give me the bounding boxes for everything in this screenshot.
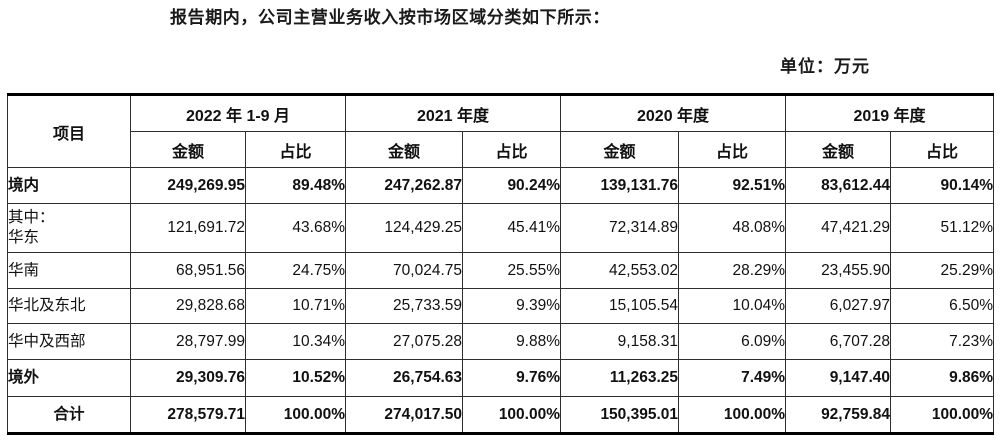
row-label: 华北及东北 [7,288,131,324]
data-cell: 28.29% [678,252,787,289]
col-header-ratio-2022: 占比 [245,131,346,168]
data-cell: 10.71% [245,288,346,324]
data-cell: 28,797.99 [130,323,246,360]
data-cell: 9.76% [461,359,562,397]
data-cell: 121,691.72 [130,203,246,253]
col-header-period-2022: 2022 年 1-9 月 [130,94,346,132]
data-cell: 247,262.87 [345,167,463,204]
data-cell: 51.12% [890,203,995,253]
data-cell: 7.49% [678,359,787,397]
row-label: 境内 [7,167,131,204]
data-cell: 100.00% [461,396,562,434]
table-row-south-china: 华南 68,951.56 24.75% 70,024.75 25.55% 42,… [7,252,995,289]
data-cell: 89.48% [245,167,346,204]
row-label: 合计 [7,396,131,434]
col-header-amount-2021: 金额 [345,131,463,168]
table-row-central-west-china: 华中及西部 28,797.99 10.34% 27,075.28 9.88% 9… [7,323,995,360]
table-row-overseas: 境外 29,309.76 10.52% 26,754.63 9.76% 11,2… [7,359,995,397]
data-cell: 9,158.31 [560,323,680,360]
data-cell: 11,263.25 [560,359,680,397]
col-header-period-2019: 2019 年度 [785,94,995,132]
data-cell: 249,269.95 [130,167,246,204]
data-cell: 6.09% [678,323,787,360]
col-header-ratio-2019: 占比 [890,131,995,168]
data-cell: 24.75% [245,252,346,289]
data-cell: 23,455.90 [785,252,892,289]
data-cell: 6.50% [890,288,995,324]
col-header-item: 项目 [7,94,131,168]
data-cell: 100.00% [890,396,995,434]
col-header-amount-2020: 金额 [560,131,680,168]
data-cell: 100.00% [245,396,346,434]
data-cell: 29,309.76 [130,359,246,397]
data-cell: 90.24% [461,167,562,204]
data-cell: 10.52% [245,359,346,397]
unit-label: 单位：万元 [780,57,870,76]
data-cell: 68,951.56 [130,252,246,289]
data-cell: 150,395.01 [560,396,680,434]
data-cell: 27,075.28 [345,323,463,360]
data-cell: 139,131.76 [560,167,680,204]
data-cell: 25,733.59 [345,288,463,324]
data-cell: 43.68% [245,203,346,253]
data-cell: 92,759.84 [785,396,892,434]
col-header-period-2021: 2021 年度 [344,94,562,132]
data-cell: 6,027.97 [785,288,892,324]
data-cell: 47,421.29 [785,203,892,253]
data-cell: 70,024.75 [345,252,463,289]
data-cell: 26,754.63 [345,359,463,397]
table-row-east-china: 其中： 华东 121,691.72 43.68% 124,429.25 45.4… [7,203,995,253]
data-cell: 90.14% [890,167,995,204]
data-cell: 15,105.54 [560,288,680,324]
data-cell: 83,612.44 [785,167,892,204]
data-cell: 7.23% [890,323,995,360]
data-cell: 25.55% [461,252,562,289]
data-cell: 100.00% [678,396,787,434]
data-cell: 10.04% [678,288,787,324]
row-label: 华南 [7,252,131,289]
table-row-total: 合计 278,579.71 100.00% 274,017.50 100.00%… [7,396,995,434]
data-cell: 278,579.71 [130,396,246,434]
data-cell: 9.88% [461,323,562,360]
data-cell: 29,828.68 [130,288,246,324]
col-header-ratio-2021: 占比 [461,131,562,168]
row-label: 华中及西部 [7,323,131,360]
intro-text: 报告期内，公司主营业务收入按市场区域分类如下所示： [170,8,610,27]
revenue-by-region-table: 项目 2022 年 1-9 月 2021 年度 2020 年度 2019 年度 … [7,93,995,435]
table-row-north-northeast-china: 华北及东北 29,828.68 10.71% 25,733.59 9.39% 1… [7,288,995,324]
table-row-domestic: 境内 249,269.95 89.48% 247,262.87 90.24% 1… [7,167,995,204]
data-cell: 274,017.50 [345,396,463,434]
data-cell: 25.29% [890,252,995,289]
data-cell: 92.51% [678,167,787,204]
data-cell: 6,707.28 [785,323,892,360]
col-header-amount-2019: 金额 [785,131,892,168]
row-label: 其中： 华东 [7,203,131,253]
data-cell: 9,147.40 [785,359,892,397]
data-cell: 48.08% [678,203,787,253]
data-cell: 10.34% [245,323,346,360]
col-header-period-2020: 2020 年度 [560,94,787,132]
data-cell: 72,314.89 [560,203,680,253]
data-cell: 9.39% [461,288,562,324]
data-cell: 45.41% [461,203,562,253]
col-header-ratio-2020: 占比 [678,131,787,168]
row-label: 境外 [7,359,131,397]
col-header-amount-2022: 金额 [130,131,246,168]
data-cell: 9.86% [890,359,995,397]
data-cell: 124,429.25 [345,203,463,253]
data-cell: 42,553.02 [560,252,680,289]
